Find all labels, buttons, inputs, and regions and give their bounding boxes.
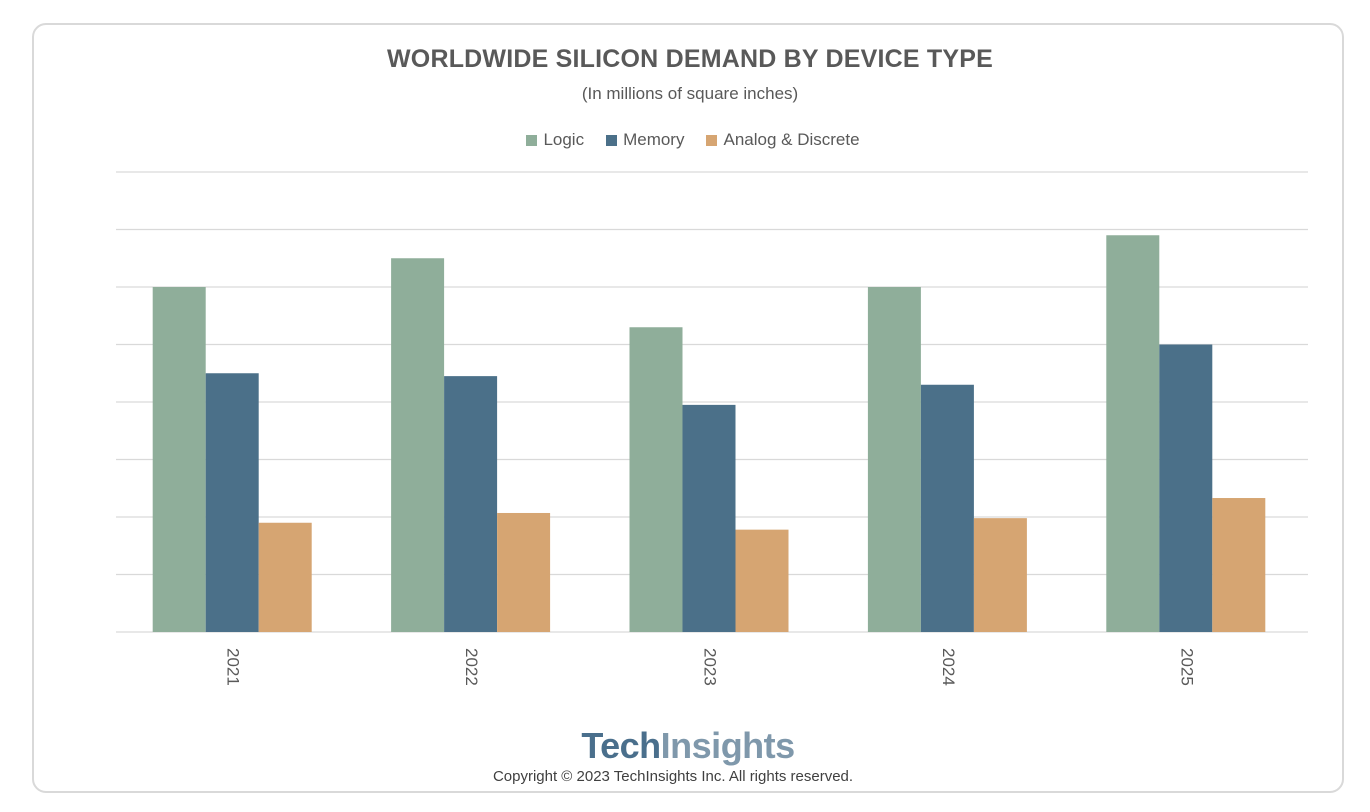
bar-logic-2024 <box>867 287 921 632</box>
legend-label-memory: Memory <box>623 130 685 149</box>
bar-analog-discrete-2023 <box>735 529 789 632</box>
copyright-text: Copyright © 2023 TechInsights Inc. All r… <box>492 768 854 785</box>
bar-memory-2024 <box>920 384 974 632</box>
legend-swatch-logic <box>526 134 538 146</box>
bar-analog-discrete-2021 <box>258 522 312 632</box>
x-tick-label-2023: 2023 <box>701 648 720 686</box>
legend-swatch-memory <box>606 134 618 146</box>
legend-item-logic: Logic <box>526 130 584 150</box>
logo-insights-text: Insights <box>660 725 796 766</box>
logo-tech-text: Tech <box>581 725 661 766</box>
bar-logic-2021 <box>152 287 206 632</box>
bar-logic-2022 <box>391 258 445 632</box>
chart-legend: Logic Memory Analog & Discrete <box>0 130 1370 150</box>
legend-item-analog-discrete: Analog & Discrete <box>706 130 860 150</box>
bar-analog-discrete-2022 <box>497 512 551 632</box>
x-tick-label-2021: 2021 <box>224 648 243 686</box>
bar-logic-2023 <box>629 327 683 632</box>
bar-memory-2021 <box>205 373 259 632</box>
techinsights-logo: TechInsights <box>0 726 1370 766</box>
chart-subtitle: (In millions of square inches) <box>581 84 799 103</box>
legend-label-logic: Logic <box>543 130 585 149</box>
legend-item-memory: Memory <box>606 130 684 150</box>
bar-analog-discrete-2024 <box>973 518 1027 632</box>
bar-memory-2025 <box>1159 344 1213 632</box>
x-tick-label-2025: 2025 <box>1177 648 1196 686</box>
bar-memory-2022 <box>444 376 498 632</box>
x-tick-label-2024: 2024 <box>939 648 958 686</box>
x-tick-label-2022: 2022 <box>462 648 481 686</box>
legend-swatch-analog-discrete <box>706 134 718 146</box>
bar-memory-2023 <box>682 404 736 632</box>
bar-analog-discrete-2025 <box>1212 498 1266 632</box>
chart-title: WORLDWIDE SILICON DEMAND BY DEVICE TYPE <box>387 45 993 73</box>
legend-label-analog-discrete: Analog & Discrete <box>723 130 860 149</box>
bar-logic-2025 <box>1106 235 1160 632</box>
